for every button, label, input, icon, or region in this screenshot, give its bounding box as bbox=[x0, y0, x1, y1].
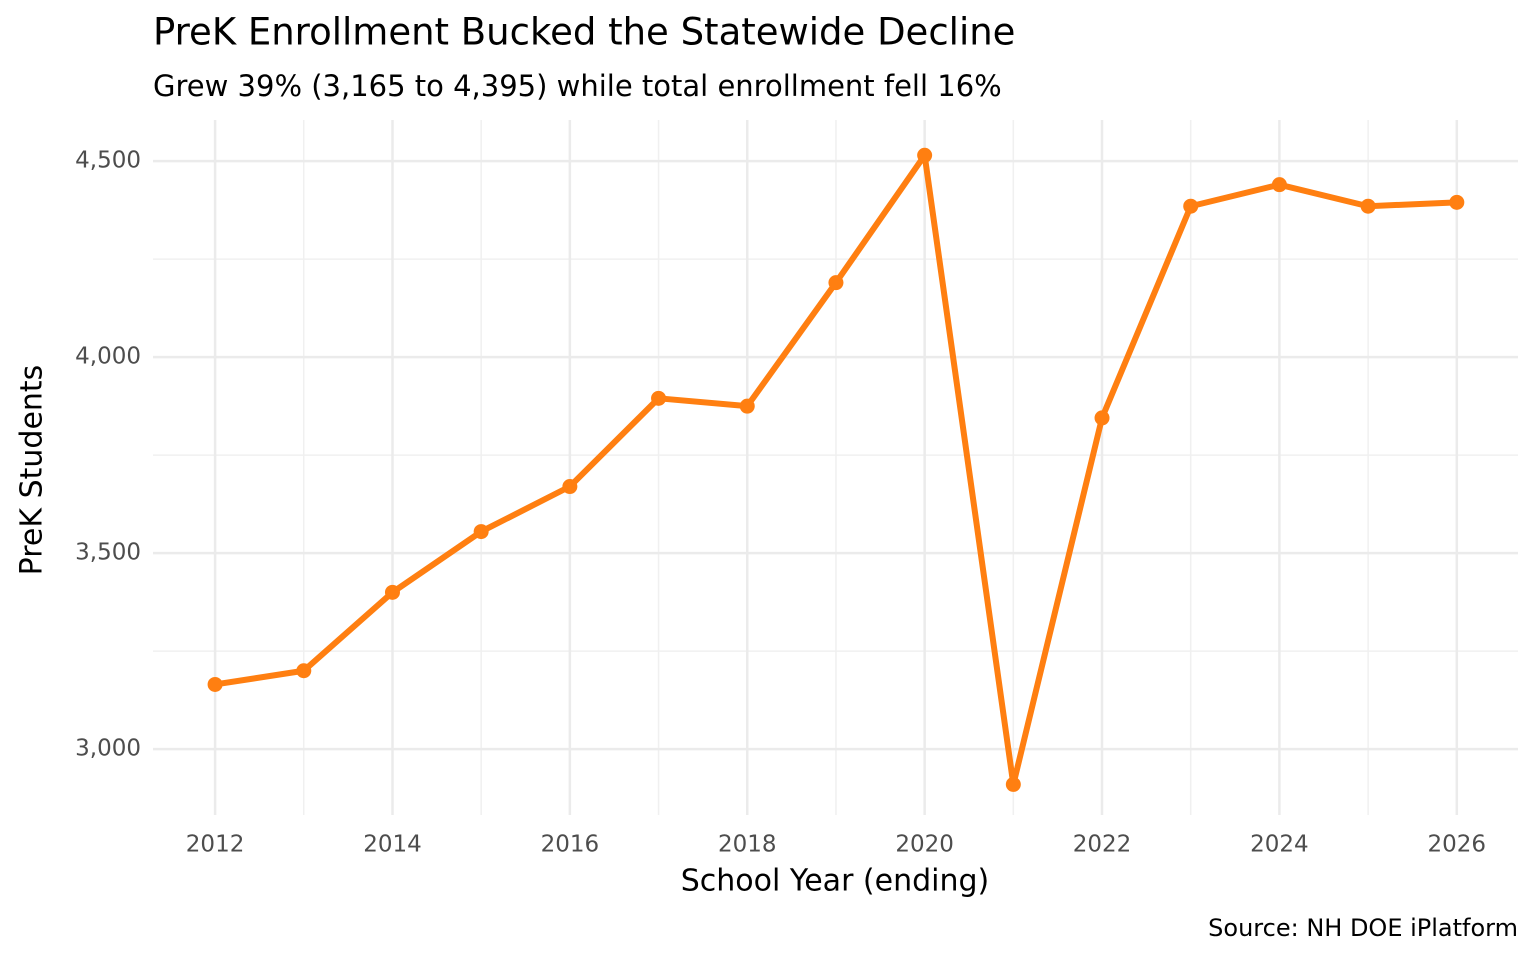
data-point bbox=[296, 663, 312, 679]
data-point bbox=[384, 584, 400, 600]
x-tick-label: 2016 bbox=[541, 832, 600, 858]
data-point bbox=[1360, 198, 1376, 214]
data-point bbox=[1271, 177, 1287, 193]
x-tick-label: 2020 bbox=[895, 832, 954, 858]
data-point bbox=[651, 390, 667, 406]
x-tick-label: 2014 bbox=[363, 832, 422, 858]
data-point bbox=[739, 398, 755, 414]
y-tick-label: 3,000 bbox=[75, 736, 141, 762]
data-point bbox=[1449, 194, 1465, 210]
x-tick-label: 2022 bbox=[1073, 832, 1132, 858]
x-axis-title: School Year (ending) bbox=[681, 864, 990, 899]
y-tick-label: 4,500 bbox=[75, 148, 141, 174]
x-tick-label: 2018 bbox=[718, 832, 777, 858]
y-tick-label: 3,500 bbox=[75, 540, 141, 566]
chart-title: PreK Enrollment Bucked the Statewide Dec… bbox=[153, 11, 1015, 54]
data-point bbox=[562, 479, 578, 495]
plot-area bbox=[207, 147, 1465, 792]
grid: 3,000 3,500 4,000 4,500 2012 2014 2016 2018 2020… bbox=[75, 120, 1518, 858]
data-point bbox=[828, 275, 844, 291]
x-tick-label: 2012 bbox=[186, 832, 245, 858]
data-point bbox=[207, 676, 223, 692]
data-point bbox=[917, 147, 933, 163]
data-point bbox=[1183, 198, 1199, 214]
data-point bbox=[1094, 410, 1110, 426]
y-tick-label: 4,000 bbox=[75, 344, 141, 370]
caption: Source: NH DOE iPlatform bbox=[1208, 914, 1518, 942]
data-point bbox=[473, 524, 489, 540]
x-tick-label: 2024 bbox=[1250, 832, 1309, 858]
chart-subtitle: Grew 39% (3,165 to 4,395) while total en… bbox=[153, 69, 1002, 103]
y-axis-title: PreK Students bbox=[15, 365, 50, 576]
x-tick-label: 2026 bbox=[1428, 832, 1487, 858]
data-point bbox=[1005, 776, 1021, 792]
